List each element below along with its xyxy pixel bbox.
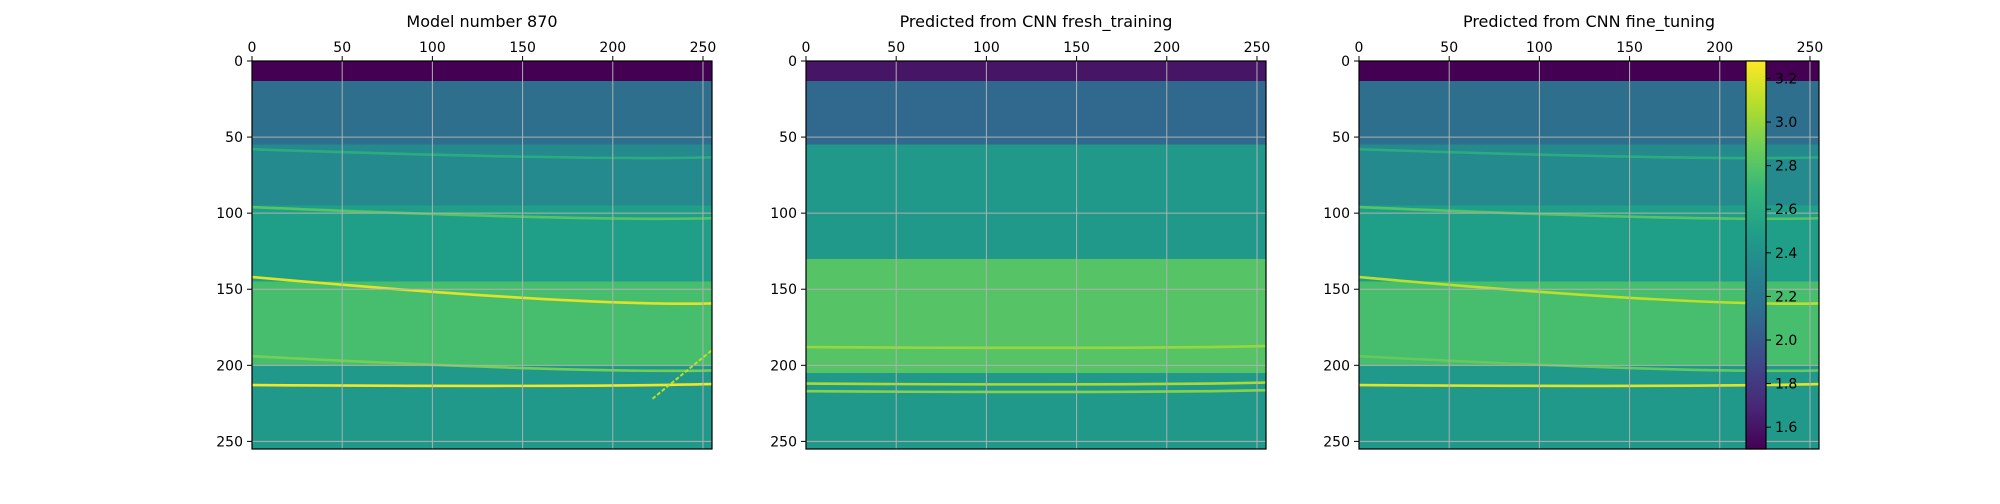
- heatmap-content: [1359, 147, 1819, 388]
- horizon-line-5: [252, 382, 712, 388]
- heatmap-content: [806, 344, 1266, 394]
- x-tick-label: 0: [248, 40, 257, 56]
- dipping-feature-1: [651, 349, 712, 400]
- y-tick-label: 250: [216, 434, 243, 450]
- x-tick-label: 100: [419, 40, 446, 56]
- axes-frame: [1358, 60, 1820, 450]
- heatmap-panel-1: 0 50 100 150 200 250 0 50 100 150 200 250 Model numb…: [216, 12, 716, 450]
- x-tick-label: 50: [887, 40, 905, 56]
- colorbar-tick-label: 1.6: [1775, 420, 1797, 436]
- colorbar-tick-label: 2.2: [1775, 289, 1797, 305]
- panel-title: Predicted from CNN fresh_training: [900, 12, 1173, 32]
- y-tick-label: 50: [779, 130, 797, 146]
- y-tick-label: 100: [1323, 206, 1350, 222]
- horizon-line-5: [1359, 382, 1819, 388]
- colorbar-gradient: [1746, 61, 1766, 449]
- y-tick-label: 200: [1323, 358, 1350, 374]
- x-tick-label: 150: [509, 40, 536, 56]
- x-tick-label: 250: [1797, 40, 1824, 56]
- colorbar-tick-label: 2.0: [1775, 333, 1797, 349]
- colorbar: 1.6 1.8 2.0 2.2 2.4 2.6 2.8 3.0 3.2: [1745, 60, 1797, 450]
- y-tick-label: 0: [1341, 54, 1350, 70]
- x-tick-label: 0: [802, 40, 811, 56]
- colorbar-tick-label: 1.8: [1775, 377, 1797, 393]
- x-tick-label: 100: [1526, 40, 1553, 56]
- y-tick-label: 200: [216, 358, 243, 374]
- y-tick-label: 250: [770, 434, 797, 450]
- x-tick-label: 150: [1063, 40, 1090, 56]
- horizon-line-3: [806, 388, 1266, 394]
- x-tick-label: 50: [1440, 40, 1458, 56]
- heatmap-panel-3: 0 50 100 150 200 250 0 50 100 150 200 250 Predicted …: [1323, 12, 1823, 450]
- horizon-line-1: [252, 147, 712, 160]
- x-tick-label: 250: [1244, 40, 1271, 56]
- horizon-line-1: [806, 344, 1266, 350]
- x-tick-label: 200: [1706, 40, 1733, 56]
- x-tick-label: 100: [973, 40, 1000, 56]
- x-tick-label: 200: [1153, 40, 1180, 56]
- horizon-line-3: [252, 275, 712, 306]
- colorbar-frame: [1745, 60, 1767, 450]
- y-tick-label: 50: [225, 130, 243, 146]
- colorbar-tick-label: 2.8: [1775, 159, 1797, 175]
- horizon-line-4: [252, 354, 712, 373]
- y-tick-label: 0: [234, 54, 243, 70]
- horizon-line-4: [1359, 354, 1819, 373]
- panel-title: Predicted from CNN fine_tuning: [1463, 12, 1715, 32]
- x-tick-label: 200: [599, 40, 626, 56]
- y-tick-label: 250: [1323, 434, 1350, 450]
- horizon-line-1: [1359, 147, 1819, 160]
- y-tick-label: 100: [770, 206, 797, 222]
- x-tick-label: 50: [333, 40, 351, 56]
- y-tick-label: 150: [216, 282, 243, 298]
- panel-title: Model number 870: [406, 12, 557, 31]
- heatmap-content: [252, 147, 712, 400]
- y-tick-label: 100: [216, 206, 243, 222]
- axes-frame: [805, 60, 1267, 450]
- horizon-line-2: [806, 381, 1266, 386]
- horizon-line-2: [252, 205, 712, 221]
- y-tick-label: 200: [770, 358, 797, 374]
- horizon-line-3: [1359, 275, 1819, 306]
- y-tick-label: 50: [1332, 130, 1350, 146]
- y-tick-label: 0: [788, 54, 797, 70]
- y-tick-label: 150: [1323, 282, 1350, 298]
- heatmap-image: [252, 61, 712, 449]
- axes-frame: [251, 60, 713, 450]
- x-tick-label: 0: [1355, 40, 1364, 56]
- x-tick-label: 150: [1616, 40, 1643, 56]
- colorbar-tick-label: 2.6: [1775, 202, 1797, 218]
- heatmap-panel-2: 0 50 100 150 200 250 0 50 100 150 200 250 Predicted …: [770, 12, 1270, 450]
- colorbar-tick-label: 2.4: [1775, 246, 1797, 262]
- x-tick-label: 250: [690, 40, 717, 56]
- y-tick-label: 150: [770, 282, 797, 298]
- colorbar-tick-label: 3.0: [1775, 115, 1797, 131]
- colorbar-tick-label: 3.2: [1775, 71, 1797, 87]
- horizon-line-2: [1359, 205, 1819, 221]
